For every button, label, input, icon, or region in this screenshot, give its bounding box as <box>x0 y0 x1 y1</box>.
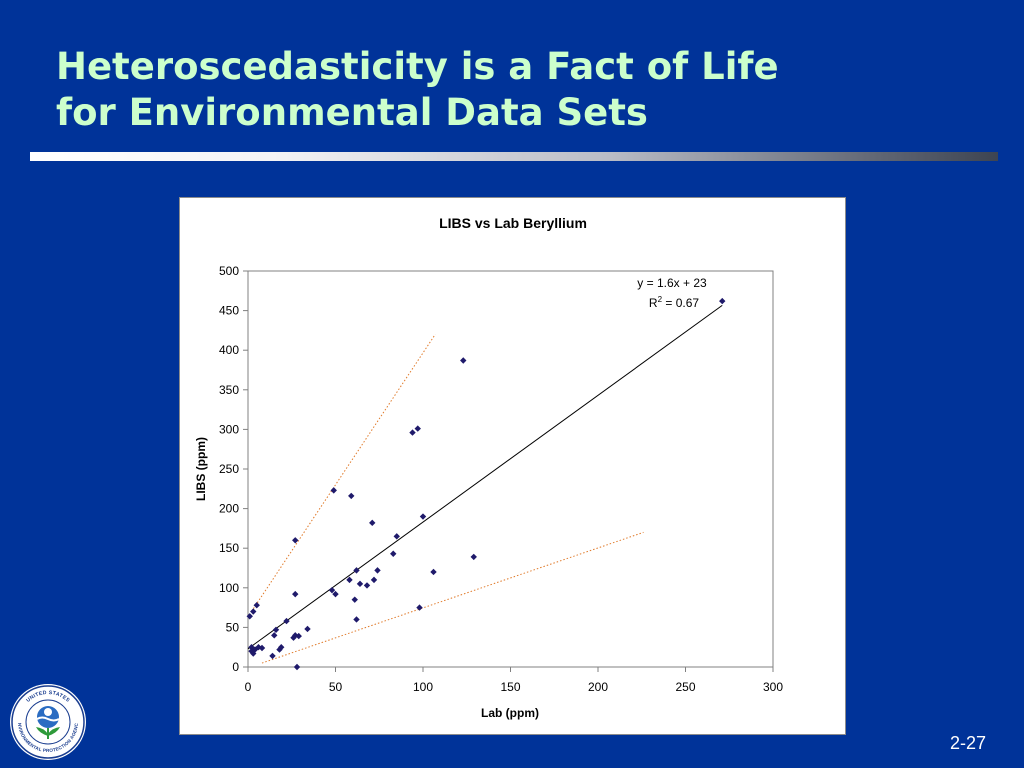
data-point <box>353 567 360 574</box>
data-point <box>374 567 381 574</box>
data-point <box>295 632 302 640</box>
y-tick-label: 300 <box>219 422 239 436</box>
data-point <box>370 576 378 584</box>
data-point <box>276 646 283 653</box>
data-point <box>250 650 257 657</box>
y-axis: 0 50 100 150 200 250 300 350 400 450 500 <box>219 264 248 674</box>
y-tick-label: 350 <box>219 383 239 397</box>
r-squared-value: = 0.67 <box>662 296 699 310</box>
bound-line <box>261 531 644 664</box>
trendline-equation: y = 1.6x + 23 <box>637 276 707 290</box>
data-point <box>269 652 276 660</box>
bound-lines <box>251 334 644 664</box>
data-point <box>292 632 299 639</box>
x-tick-label: 150 <box>500 680 520 694</box>
plot-area-frame <box>247 270 774 668</box>
x-axis-label: Lab (ppm) <box>481 706 539 720</box>
title-divider <box>30 152 998 161</box>
x-tick-label: 300 <box>763 680 783 694</box>
bound-line <box>251 334 436 612</box>
page-number: 2-27 <box>949 733 986 753</box>
data-point <box>363 582 371 589</box>
y-tick-label: 250 <box>219 462 239 476</box>
data-point <box>470 553 477 561</box>
data-point <box>393 533 400 540</box>
data-point <box>272 626 280 633</box>
slide-title: Heteroscedasticity is a Fact of Life for… <box>56 44 996 136</box>
chart-panel: LIBS vs Lab Beryllium 0 50 100 150 200 250 300… <box>179 197 846 735</box>
data-point <box>292 590 299 598</box>
data-point <box>369 519 376 527</box>
data-point <box>328 586 336 594</box>
data-point <box>348 492 355 500</box>
y-tick-label: 50 <box>226 620 240 634</box>
data-point <box>416 604 423 611</box>
chart-title: LIBS vs Lab Beryllium <box>439 215 587 231</box>
data-point <box>293 663 301 671</box>
x-tick-label: 250 <box>675 680 695 694</box>
data-point <box>332 590 339 598</box>
data-point <box>304 625 311 633</box>
data-point <box>292 537 299 544</box>
x-tick-label: 50 <box>329 680 343 694</box>
y-tick-label: 200 <box>219 502 239 516</box>
r-squared-superscript: 2 <box>658 295 663 304</box>
data-point <box>409 429 416 436</box>
y-axis-label: LIBS (ppm) <box>194 437 208 501</box>
y-tick-label: 100 <box>219 581 239 595</box>
data-point <box>414 425 421 432</box>
data-point <box>430 568 437 576</box>
x-axis: 0 50 100 150 200 250 300 <box>245 667 783 694</box>
data-point <box>353 616 360 623</box>
y-tick-label: 400 <box>219 343 239 357</box>
data-point <box>278 644 285 651</box>
x-tick-label: 100 <box>413 680 433 694</box>
trendline <box>247 304 723 650</box>
y-tick-label: 500 <box>219 264 239 278</box>
data-point <box>719 297 726 305</box>
scatter-chart: LIBS vs Lab Beryllium 050100150200250300… <box>194 215 783 720</box>
slide-title-line-1: Heteroscedasticity is a Fact of Life <box>56 45 779 88</box>
data-point <box>390 550 397 557</box>
data-point <box>250 608 257 615</box>
data-point <box>419 513 427 520</box>
data-point <box>356 580 364 588</box>
epa-seal-icon: UNITED STATES ENVIRONMENTAL PROTECTION A… <box>7 679 87 761</box>
data-point <box>258 644 266 652</box>
data-point <box>346 576 353 584</box>
data-point <box>460 357 467 364</box>
y-tick-label: 0 <box>232 660 239 674</box>
r-squared-label: R2 = 0.67 <box>649 295 699 310</box>
y-tick-label: 150 <box>219 541 239 555</box>
data-point <box>271 632 278 639</box>
data-point <box>330 487 337 494</box>
data-point <box>246 613 253 620</box>
slide-title-line-2: for Environmental Data Sets <box>56 91 648 134</box>
data-point <box>253 602 260 609</box>
y-tick-label: 450 <box>219 304 239 318</box>
data-point <box>351 596 358 603</box>
data-points <box>246 297 726 671</box>
r-squared-prefix: R <box>649 296 658 310</box>
x-tick-label: 0 <box>245 680 252 694</box>
x-tick-label: 200 <box>588 680 608 694</box>
